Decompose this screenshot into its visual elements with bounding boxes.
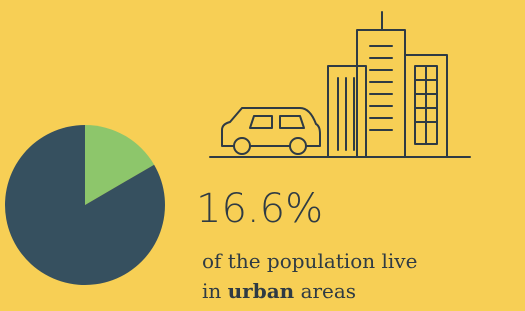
pie-chart [5,125,165,285]
caption-word: areas [301,279,357,303]
caption-line: of the population live [202,249,417,273]
caption-line: in urban areas [202,279,356,303]
infographic: 16.6% of the population live in urban ar… [0,0,525,311]
caption-emphasis: urban [228,279,295,303]
caption-word: in [202,279,221,303]
value-label: 16.6% [196,186,323,232]
